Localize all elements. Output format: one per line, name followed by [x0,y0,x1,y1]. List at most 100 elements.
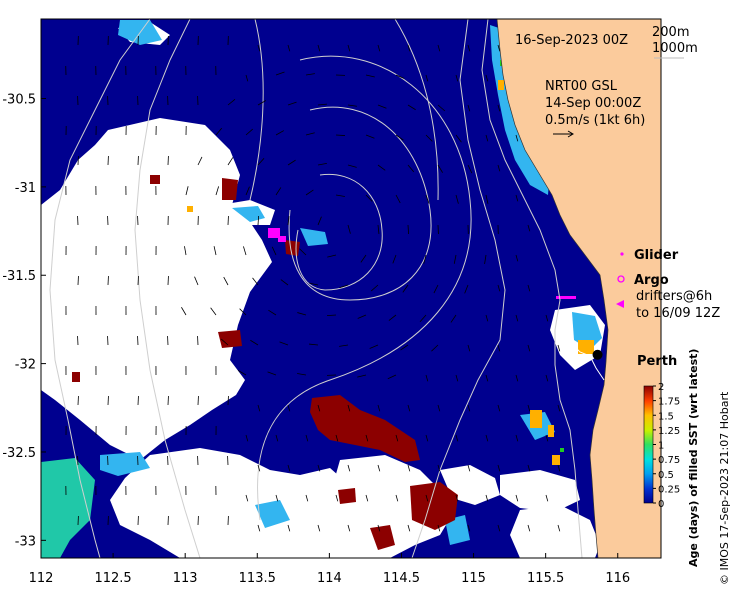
current-vector [497,104,501,112]
current-vector [360,254,367,263]
current-vector [515,314,519,322]
colorbar-tick-label: 1.5 [658,411,674,422]
current-vector [339,284,349,289]
current-vector [527,464,531,472]
current-vector [377,104,387,109]
current-vector [527,524,531,532]
current-vector [395,74,405,79]
current-vector [425,374,429,382]
current-vector [545,434,549,442]
map-frame [40,18,662,559]
current-vector [395,494,399,502]
current-vector [431,344,439,352]
current-vector [335,434,339,442]
current-vector [377,404,381,412]
drifter-symbol [616,300,624,308]
scale-arrow-head [567,130,574,138]
current-vector [467,164,473,174]
current-vector [287,404,291,412]
current-vector [347,404,351,412]
current-vector [305,434,309,442]
current-vector [245,434,249,442]
current-vector [467,404,471,412]
current-vector [467,44,471,52]
current-vector [287,464,291,472]
current-vector [317,216,322,226]
glider-label: Glider [634,248,679,263]
credit-label: © IMOS 17-Sep-2023 21:07 Hobart [718,391,731,585]
current-vector [185,186,189,196]
current-vector [497,284,501,292]
current-vector [215,127,223,136]
current-vector [485,494,489,502]
current-vector [527,404,531,412]
drifters-time-label: to 16/09 12Z [636,306,720,321]
current-vector [467,524,471,532]
current-vector [437,164,443,173]
current-vector [395,134,404,141]
current-vector [280,279,289,286]
argo-symbol [617,275,625,283]
current-vector [455,134,462,143]
current-vector [557,464,561,472]
current-vector [210,307,217,316]
current-vector [287,524,291,532]
current-vector [515,254,519,262]
x-tick-label: 114 [317,571,342,586]
current-vector [515,494,519,502]
current-vector [305,494,309,502]
x-tick-label: 115 [461,571,486,586]
colorbar-title: Age (days) of filled SST (wrt latest) [687,349,700,567]
current-vector [485,134,489,142]
current-vector [309,343,319,346]
current-vector [357,314,367,319]
current-vector [497,404,501,412]
current-vectors [65,35,561,532]
y-tick-label: -33 [15,534,36,549]
current-vector [181,307,187,316]
y-tick-label: -30.5 [2,93,36,108]
current-vector [557,344,561,352]
x-tick-label: 112.5 [94,571,131,586]
colorbar-tick-label: 0 [658,499,664,510]
current-vector [267,371,277,376]
x-tick-label: 115.5 [527,571,564,586]
current-vector [347,464,351,472]
x-tick-label: 113 [173,571,198,586]
current-vector [527,284,531,292]
current-vector [287,216,290,226]
teal-region [41,458,95,558]
current-vector [287,159,296,166]
colorbar-tick-label: 2 [658,382,664,393]
current-vector [557,404,561,412]
current-vector [252,277,259,286]
current-vector [497,464,501,472]
current-vector [245,74,249,82]
current-vector [455,74,459,82]
current-vector [227,99,236,106]
current-vector [407,44,411,52]
contour-label-200m: 200m [652,25,689,40]
current-vector [437,104,446,112]
current-vector [455,494,459,502]
current-vector [467,464,471,472]
current-vector [271,246,277,256]
colorbar-tick-label: 1.75 [658,397,680,408]
current-vector [419,314,427,323]
y-tick-label: -31 [15,181,36,196]
current-vector [485,314,489,322]
current-vector [194,276,199,286]
argo-label: Argo [634,273,669,288]
current-vector [433,284,439,294]
current-vector [484,254,487,264]
current-vector [257,464,261,472]
current-vector [455,194,459,204]
y-axis: -30.5 -31 -31.5 -32 -32.5 -33 [2,93,46,549]
current-vector [400,344,409,351]
current-vector [425,194,430,204]
bathymetry-contours [49,19,583,558]
current-vector [407,404,411,412]
current-vector [377,44,381,52]
current-vector [317,464,321,472]
